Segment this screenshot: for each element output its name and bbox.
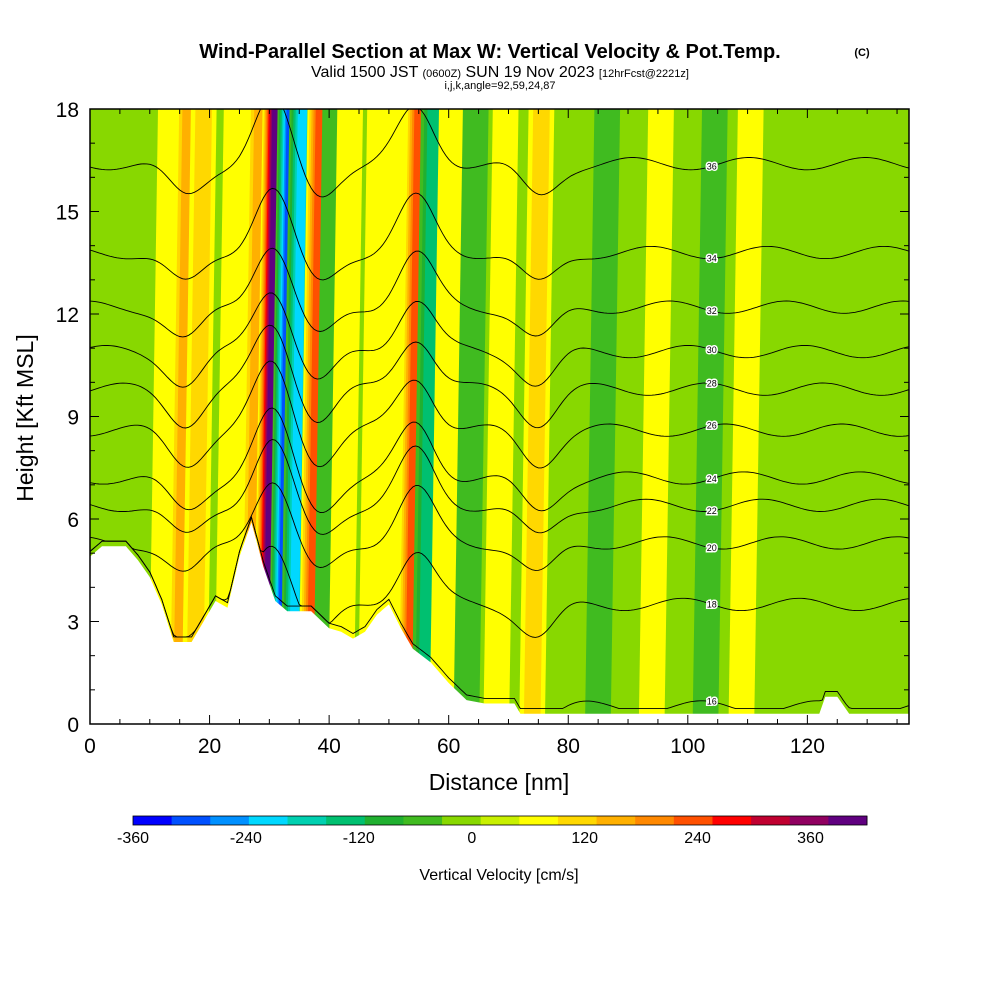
colorbar-frame [132, 815, 868, 826]
w-band-7-4 [288, 109, 307, 724]
colorbar-swatch-3 [248, 816, 289, 825]
w-band-2-1 [186, 109, 212, 724]
x-axis: 0 20 40 60 80 100 120 [84, 109, 898, 758]
title-copyright-mark: (C) [854, 47, 870, 59]
colorbar-tick-label-0: 0 [467, 830, 476, 847]
colorbar-swatch-0 [133, 816, 173, 825]
x-axis-label: Distance [nm] [429, 769, 570, 795]
plot-area: 16 18 20 22 24 26 28 30 32 34 36 [90, 109, 909, 724]
subtitle-date: SUN 19 Nov 2023 [466, 64, 595, 81]
theta-contour-18 [90, 515, 909, 638]
colorbar-swatch-8 [442, 816, 482, 825]
y-tick-label-3: 3 [67, 612, 79, 635]
w-band-20-0 [638, 109, 674, 724]
theta-contour-28 [90, 324, 909, 429]
colorbar-swatch-18 [828, 816, 868, 825]
w-band-16-0 [453, 109, 489, 724]
colorbar-swatch-6 [364, 816, 404, 825]
colorbar-tick-label--120: -120 [343, 830, 375, 847]
colorbar-swatch-14 [673, 816, 713, 825]
w-band-14-2 [418, 109, 441, 724]
y-axis-label: Height [Kft MSL] [12, 334, 38, 501]
colorbar-swatch-15 [712, 816, 752, 825]
w-band-17-0 [483, 109, 519, 724]
colorbar-swatch-1 [171, 816, 211, 825]
y-tick-label-18: 18 [56, 99, 79, 122]
theta-contour-30 [90, 292, 909, 388]
colorbar-swatch-5 [326, 816, 366, 825]
colorbar-swatch-7 [403, 816, 443, 825]
colorbar-swatch-16 [751, 816, 791, 825]
colorbar-swatch-12 [596, 816, 636, 825]
theta-contour-20 [90, 482, 909, 572]
x-tick-label-0: 0 [84, 735, 96, 758]
w-band-18-1 [523, 109, 550, 724]
potential-temperature-contours: 16 18 20 22 24 26 28 30 32 34 36 [90, 109, 909, 710]
subtitle-utc-time: (0600Z) [423, 68, 462, 80]
theta-contour-label-22: 22 [707, 506, 717, 516]
y-tick-label-15: 15 [56, 202, 79, 225]
x-tick-label-20: 20 [198, 735, 221, 758]
vertical-velocity-field [148, 109, 764, 724]
x-tick-label-60: 60 [437, 735, 460, 758]
theta-contour-label-30: 30 [707, 345, 717, 355]
x-tick-label-80: 80 [557, 735, 580, 758]
w-band-19-0 [585, 109, 621, 724]
colorbar-tick-label-120: 120 [571, 830, 598, 847]
chart-title: Wind-Parallel Section at Max W: Vertical… [199, 41, 780, 63]
colorbar-swatch-13 [635, 816, 675, 825]
colorbar-swatch-17 [789, 816, 829, 825]
subtitle-valid-time: Valid 1500 JST [311, 64, 419, 81]
y-tick-label-9: 9 [67, 407, 79, 430]
colorbar-swatch-10 [519, 816, 559, 825]
theta-contour-label-26: 26 [707, 421, 717, 431]
theta-contour-16 [90, 515, 909, 710]
theta-contour-label-24: 24 [707, 474, 717, 484]
w-band-10-0 [327, 109, 363, 724]
x-tick-label-40: 40 [317, 735, 340, 758]
colorbar-tick-label--240: -240 [230, 830, 262, 847]
colorbar-swatch-11 [557, 816, 598, 825]
colorbar-swatch-9 [480, 816, 520, 825]
colorbar-tick-label--360: -360 [117, 830, 149, 847]
theta-contour-label-36: 36 [707, 161, 717, 171]
y-tick-label-0: 0 [67, 714, 79, 737]
w-band-21-0 [692, 109, 728, 724]
theta-contour-34 [90, 187, 909, 281]
theta-contour-label-28: 28 [707, 378, 717, 388]
theta-contour-label-16: 16 [707, 697, 717, 707]
colorbar-tick-label-360: 360 [797, 830, 824, 847]
theta-contour-label-34: 34 [707, 254, 717, 264]
theta-contour-26 [90, 360, 909, 469]
x-tick-label-100: 100 [670, 735, 705, 758]
terrain [90, 522, 909, 724]
theta-contour-label-32: 32 [707, 306, 717, 316]
x-tick-label-120: 120 [790, 735, 825, 758]
theta-contour-36 [90, 109, 909, 198]
colorbar-label: Vertical Velocity [cm/s] [419, 867, 578, 884]
colorbar-swatch-2 [210, 816, 250, 825]
colorbar: -360 -240 -120 0 120 240 360 [117, 815, 868, 847]
chart-subtitle-indices: i,j,k,angle=92,59,24,87 [444, 80, 555, 92]
theta-contour-22 [90, 439, 909, 535]
colorbar-swatch-4 [287, 816, 327, 825]
w-band-22-0 [728, 109, 764, 724]
subtitle-forecast: [12hrFcst@2221z] [599, 68, 689, 80]
colorbar-tick-label-240: 240 [684, 830, 711, 847]
y-tick-label-12: 12 [56, 304, 79, 327]
theta-contour-label-20: 20 [707, 543, 717, 553]
theta-contour-label-18: 18 [707, 599, 717, 609]
y-tick-label-6: 6 [67, 509, 79, 532]
theta-contour-24 [90, 407, 909, 514]
theta-contour-32 [90, 247, 909, 338]
chart-subtitle: Valid 1500 JST (0600Z) SUN 19 Nov 2023 [… [311, 64, 689, 81]
